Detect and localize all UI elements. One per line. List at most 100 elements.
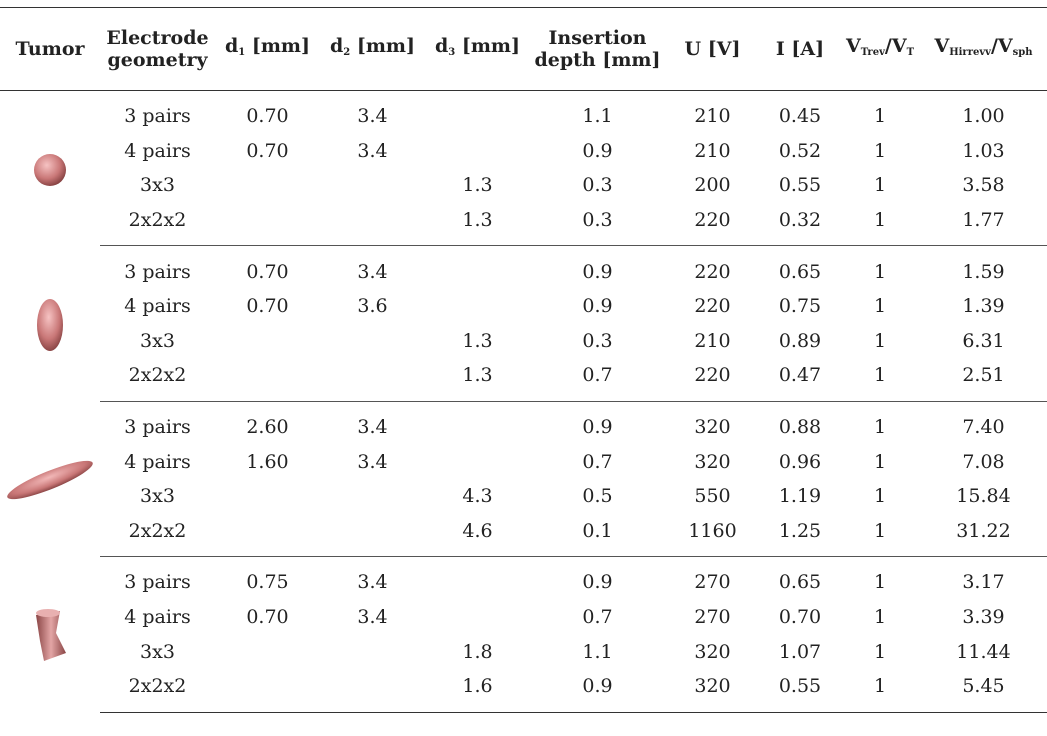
table-row: 3x31.81.13201.07111.44 (0, 634, 1047, 669)
table-cell: 0.55 (760, 669, 840, 712)
table-cell: 0.70 (215, 91, 320, 134)
header-text: d (330, 35, 343, 57)
column-header: VHirrevv/Vsph (920, 8, 1047, 91)
table-cell: 1.3 (425, 324, 530, 359)
table-cell: 1 (840, 203, 920, 246)
table-cell: 220 (665, 246, 760, 289)
table-cell: 0.7 (530, 600, 665, 635)
empty-cell (425, 289, 530, 324)
table-row: 4 pairs1.603.40.73200.9617.08 (0, 444, 1047, 479)
table-cell: 1.59 (920, 246, 1047, 289)
table-cell: 3.17 (920, 557, 1047, 600)
header-text: V (934, 35, 949, 57)
empty-cell (215, 514, 320, 557)
table-cell: 3.6 (320, 289, 425, 324)
table-cell: 0.1 (530, 514, 665, 557)
table-cell: 4 pairs (100, 444, 215, 479)
table-cell: 210 (665, 91, 760, 134)
empty-cell (425, 401, 530, 444)
table-body: 3 pairs0.703.41.12100.4511.004 pairs0.70… (0, 91, 1047, 713)
header-text: [mm] (455, 35, 520, 57)
table-cell: 3 pairs (100, 91, 215, 134)
table-cell: 0.70 (215, 134, 320, 169)
tumor-cell (0, 401, 100, 556)
table-cell: 3x3 (100, 634, 215, 669)
table-cell: 0.7 (530, 358, 665, 401)
table-cell: 1.3 (425, 358, 530, 401)
table-cell: 2x2x2 (100, 203, 215, 246)
table-cell: 1 (840, 600, 920, 635)
header-text: U [V] (685, 38, 741, 60)
tumor-cell (0, 91, 100, 246)
table-cell: 0.9 (530, 669, 665, 712)
column-header: Electrode geometry (100, 8, 215, 91)
empty-cell (320, 168, 425, 203)
tumor-irregular (20, 601, 80, 671)
table-cell: 270 (665, 557, 760, 600)
column-header: U [V] (665, 8, 760, 91)
table-cell: 220 (665, 203, 760, 246)
table-cell: 0.75 (215, 557, 320, 600)
table-cell: 4 pairs (100, 600, 215, 635)
table-cell: 0.9 (530, 246, 665, 289)
table-cell: 1.60 (215, 444, 320, 479)
empty-cell (320, 669, 425, 712)
body: TumorElectrode geometryd1 [mm]d2 [mm]d3 … (0, 0, 1047, 736)
table-cell: 3 pairs (100, 246, 215, 289)
empty-cell (320, 514, 425, 557)
table-cell: 2.51 (920, 358, 1047, 401)
table-cell: 1 (840, 401, 920, 444)
tumor-ellipsoid (20, 290, 80, 360)
empty-cell (215, 168, 320, 203)
table-cell: 2.60 (215, 401, 320, 444)
table-cell: 0.3 (530, 168, 665, 203)
empty-cell (320, 324, 425, 359)
table-cell: 1 (840, 479, 920, 514)
table-cell: 1 (840, 358, 920, 401)
table-cell: 320 (665, 444, 760, 479)
header-text: Insertion depth [mm] (534, 27, 660, 71)
empty-cell (320, 479, 425, 514)
table-cell: 11.44 (920, 634, 1047, 669)
table-cell: 3.4 (320, 600, 425, 635)
page: {"table": { "header": [["Tumor"], ["Elec… (0, 0, 1047, 736)
table-cell: 6.31 (920, 324, 1047, 359)
table-cell: 0.3 (530, 324, 665, 359)
empty-cell (425, 600, 530, 635)
column-header: d2 [mm] (320, 8, 425, 91)
table-cell: 0.65 (760, 557, 840, 600)
table-cell: 1 (840, 289, 920, 324)
table-cell: 3.4 (320, 134, 425, 169)
tumor-elongated (0, 450, 100, 510)
empty-cell (425, 557, 530, 600)
table-cell: 0.47 (760, 358, 840, 401)
header-text: d (435, 35, 448, 57)
table-cell: 1 (840, 557, 920, 600)
table-cell: 0.52 (760, 134, 840, 169)
table-cell: 0.7 (530, 444, 665, 479)
table-cell: 1 (840, 669, 920, 712)
table-cell: 3.4 (320, 246, 425, 289)
table-cell: 3x3 (100, 479, 215, 514)
table-cell: 3.4 (320, 557, 425, 600)
table-cell: 1 (840, 514, 920, 557)
table-cell: 1.25 (760, 514, 840, 557)
table-cell: 1 (840, 134, 920, 169)
table-cell: 550 (665, 479, 760, 514)
table-cell: 1.6 (425, 669, 530, 712)
empty-cell (320, 634, 425, 669)
table-cell: 210 (665, 134, 760, 169)
table-cell: 1 (840, 444, 920, 479)
table-cell: 210 (665, 324, 760, 359)
empty-cell (425, 91, 530, 134)
empty-cell (425, 444, 530, 479)
table-row: 3 pairs0.753.40.92700.6513.17 (0, 557, 1047, 600)
column-header: Tumor (0, 8, 100, 91)
empty-cell (425, 134, 530, 169)
